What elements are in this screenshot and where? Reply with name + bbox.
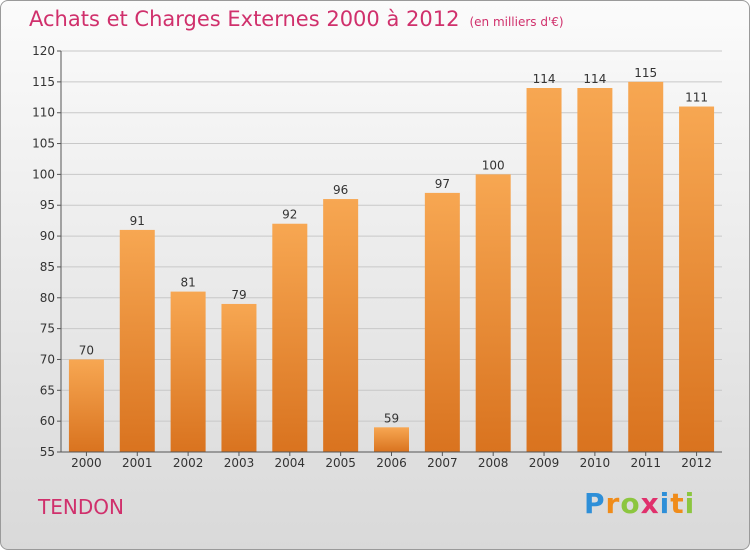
- data-label-2005: 96: [333, 183, 348, 197]
- y-tick-label: 110: [32, 106, 55, 120]
- y-tick-label: 115: [32, 75, 55, 89]
- data-label-2002: 81: [180, 276, 195, 290]
- chart-subtitle: (en milliers d'€): [469, 15, 564, 29]
- bar-2002: [170, 291, 206, 452]
- data-label-2010: 114: [583, 72, 606, 86]
- x-tick-label-2000: 2000: [71, 456, 102, 470]
- x-tick-label-2009: 2009: [529, 456, 560, 470]
- bar-2009: [526, 88, 562, 452]
- data-label-2007: 97: [435, 177, 450, 191]
- x-tick-label-2011: 2011: [630, 456, 661, 470]
- data-label-2004: 92: [282, 208, 297, 222]
- data-label-2008: 100: [482, 158, 505, 172]
- bar-2005: [323, 199, 359, 452]
- x-tick-label-2010: 2010: [580, 456, 611, 470]
- y-tick-label: 105: [32, 137, 55, 151]
- x-tick-label-2001: 2001: [122, 456, 153, 470]
- proxiti-logo[interactable]: Proxiti: [584, 487, 695, 520]
- x-tick-label-2003: 2003: [224, 456, 255, 470]
- logo-letter: r: [605, 487, 621, 520]
- bar-2010: [577, 88, 613, 452]
- y-tick-label: 85: [40, 260, 55, 274]
- chart-title: Achats et Charges Externes 2000 à 2012 (e…: [29, 7, 564, 31]
- x-tick-label-2002: 2002: [173, 456, 204, 470]
- logo-letter: t: [670, 487, 685, 520]
- y-tick-label: 95: [40, 198, 55, 212]
- x-tick-label-2004: 2004: [275, 456, 306, 470]
- chart-title-text: Achats et Charges Externes 2000 à 2012: [29, 7, 460, 31]
- data-label-2000: 70: [79, 343, 94, 357]
- commune-name: TENDON: [38, 495, 124, 519]
- grid-lines: [61, 50, 722, 453]
- x-tick-label-2012: 2012: [681, 456, 712, 470]
- data-label-2011: 115: [634, 66, 657, 80]
- y-tick-label: 90: [40, 229, 55, 243]
- bar-2012: [679, 106, 715, 453]
- x-tick-label-2006: 2006: [376, 456, 407, 470]
- bar-2000: [68, 359, 104, 452]
- logo-letter: x: [640, 487, 660, 520]
- bar-2004: [272, 223, 308, 452]
- plot-area: [61, 51, 722, 452]
- bar-2008: [475, 174, 511, 452]
- data-label-2003: 79: [231, 288, 246, 302]
- y-tick-label: 55: [40, 445, 55, 459]
- y-tick-label: 75: [40, 322, 55, 336]
- data-label-2012: 111: [685, 91, 708, 105]
- bars: 70 91 81 79 92 96 59 97 100 114 114 115 111: [68, 66, 715, 453]
- logo-letter: i: [684, 487, 696, 520]
- y-tick-label: 70: [40, 352, 55, 366]
- bar-2001: [119, 229, 155, 452]
- logo-letter: P: [584, 487, 606, 520]
- data-label-2001: 91: [130, 214, 145, 228]
- data-label-2009: 114: [533, 72, 556, 86]
- bar-2003: [221, 303, 257, 452]
- data-label-2006: 59: [384, 411, 399, 425]
- bar-2011: [628, 81, 664, 452]
- logo-letter: o: [620, 487, 641, 520]
- y-tick-label: 60: [40, 414, 55, 428]
- y-tick-label: 120: [32, 44, 55, 58]
- axes: 55 60 65 70 75 80 85 90 95 100 105 110 115 120 2000 200…: [32, 44, 722, 470]
- logo-letter: i: [659, 487, 671, 520]
- bar-2006: [374, 427, 409, 452]
- x-tick-label-2007: 2007: [427, 456, 458, 470]
- y-tick-label: 100: [32, 167, 55, 181]
- y-tick-label: 80: [40, 291, 55, 305]
- x-tick-label-2005: 2005: [325, 456, 356, 470]
- y-tick-label: 65: [40, 383, 55, 397]
- bar-2007: [424, 192, 460, 452]
- x-tick-label-2008: 2008: [478, 456, 509, 470]
